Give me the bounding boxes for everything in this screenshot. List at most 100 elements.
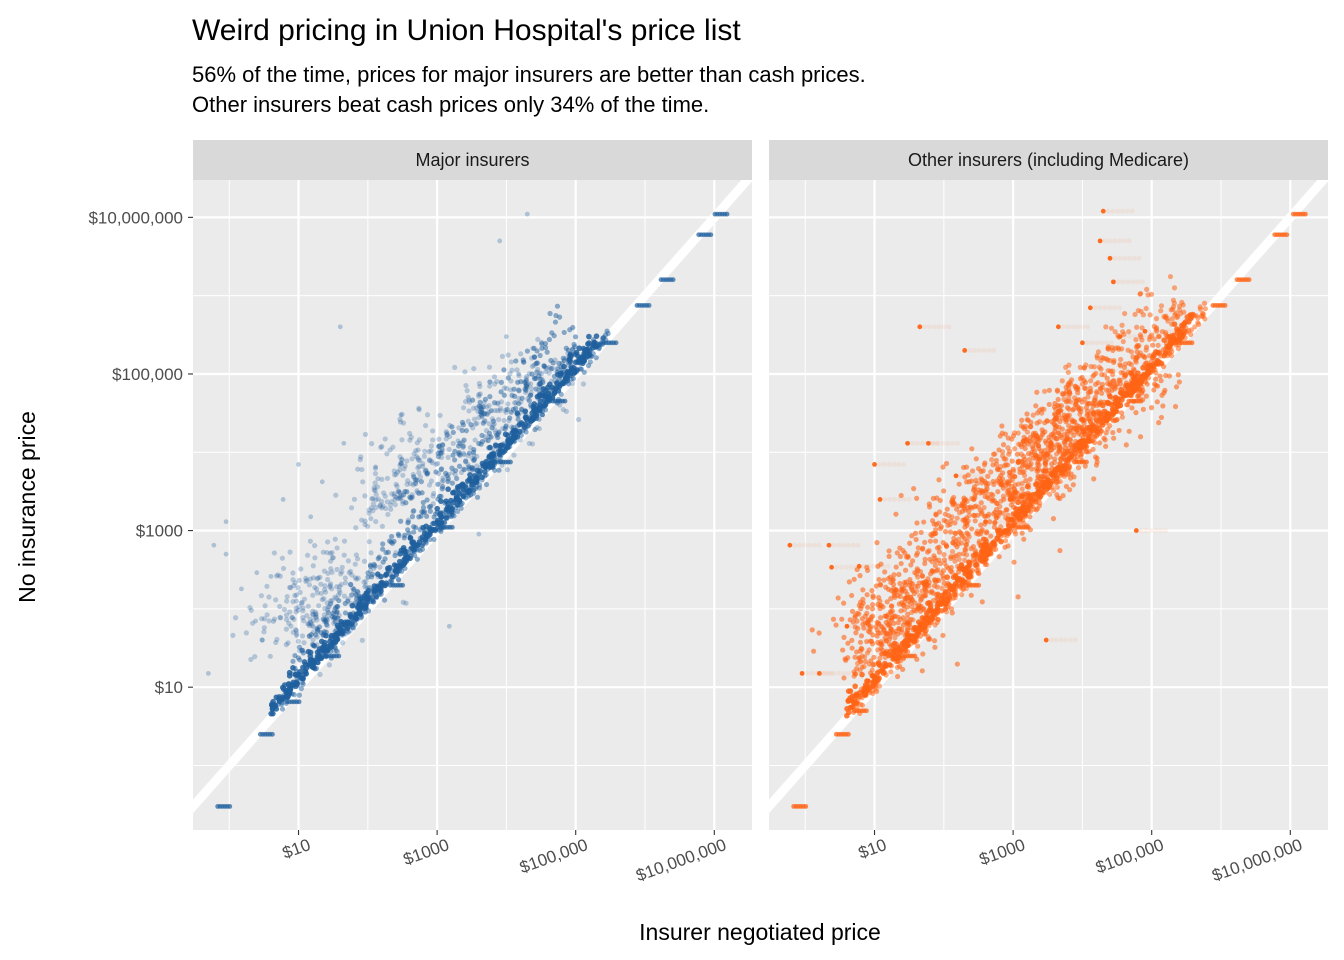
data-point: [496, 467, 502, 473]
data-point: [304, 612, 310, 619]
data-point: [1108, 325, 1115, 331]
data-point: [459, 419, 466, 425]
data-point: [456, 449, 462, 456]
data-point: [280, 497, 286, 502]
data-point: [1134, 355, 1140, 361]
data-point: [294, 592, 300, 598]
data-point: [836, 670, 842, 676]
data-point: [552, 378, 558, 384]
data-point: [495, 401, 501, 407]
data-point: [296, 462, 301, 467]
data-point: [1122, 255, 1128, 261]
data-point: [414, 556, 420, 562]
data-point: [408, 495, 414, 501]
data-point: [1061, 439, 1067, 445]
data-point: [1140, 279, 1146, 285]
data-point: [953, 473, 959, 479]
data-point: [912, 600, 918, 606]
data-point: [544, 394, 550, 400]
data-point: [1092, 397, 1098, 404]
data-point: [528, 385, 535, 391]
data-point: [298, 566, 304, 572]
data-point: [1133, 528, 1139, 533]
data-point: [560, 407, 566, 413]
data-point: [1005, 462, 1011, 468]
data-point: [870, 601, 876, 608]
data-point: [968, 473, 974, 479]
data-point: [1025, 524, 1031, 530]
data-point: [518, 378, 524, 385]
data-point: [318, 630, 324, 636]
data-point: [904, 604, 911, 610]
data-point: [1166, 373, 1173, 379]
data-point: [363, 595, 370, 602]
data-point: [530, 403, 537, 410]
data-point: [532, 374, 538, 380]
data-point: [477, 464, 483, 471]
data-point: [860, 587, 866, 593]
data-point: [898, 560, 904, 567]
data-point: [347, 613, 354, 620]
data-point: [377, 564, 383, 570]
data-point: [1033, 465, 1040, 472]
data-point: [1042, 447, 1048, 454]
data-point: [310, 637, 316, 643]
data-point: [969, 505, 975, 511]
data-point: [965, 472, 971, 478]
data-point: [1161, 328, 1167, 334]
data-point: [310, 608, 316, 614]
data-point: [324, 600, 330, 606]
data-point: [353, 576, 360, 582]
data-point: [874, 540, 880, 546]
data-point: [1067, 475, 1074, 481]
data-point: [342, 631, 348, 637]
data-point: [1104, 375, 1110, 381]
data-point: [322, 605, 328, 612]
data-point: [329, 598, 335, 604]
data-point: [1142, 328, 1148, 334]
data-point: [1009, 517, 1016, 523]
data-point: [416, 463, 422, 470]
data-point: [501, 392, 507, 398]
data-point: [862, 620, 868, 626]
data-point: [385, 549, 391, 555]
data-point: [525, 381, 531, 387]
data-point: [845, 655, 851, 661]
data-point: [293, 628, 300, 634]
data-point: [399, 437, 405, 443]
data-point: [348, 581, 354, 587]
data-point: [342, 580, 349, 586]
data-point: [958, 473, 964, 479]
data-point: [579, 360, 586, 367]
data-point: [841, 670, 847, 676]
data-point: [1053, 436, 1059, 442]
data-point: [360, 479, 366, 485]
data-point: [861, 563, 867, 569]
data-point: [1036, 494, 1042, 501]
data-point: [904, 595, 910, 601]
data-point: [816, 630, 822, 636]
data-point: [1159, 329, 1166, 335]
data-point: [952, 582, 958, 588]
data-point: [1303, 211, 1308, 217]
data-point: [1115, 208, 1121, 214]
data-point: [467, 445, 474, 451]
data-point: [995, 489, 1001, 495]
data-point: [1110, 347, 1116, 353]
data-point: [479, 432, 485, 439]
data-point: [313, 612, 319, 618]
data-point: [474, 494, 481, 500]
data-point: [936, 549, 943, 555]
data-point: [494, 443, 500, 449]
data-point: [501, 367, 507, 373]
data-point: [293, 627, 299, 633]
data-point: [1065, 324, 1071, 330]
data-point: [1036, 437, 1042, 443]
data-point: [388, 506, 394, 512]
data-point: [359, 517, 365, 523]
data-point: [420, 499, 426, 506]
data-point: [929, 518, 936, 524]
data-point: [557, 370, 564, 376]
data-point: [355, 597, 361, 603]
data-point: [1021, 472, 1028, 479]
